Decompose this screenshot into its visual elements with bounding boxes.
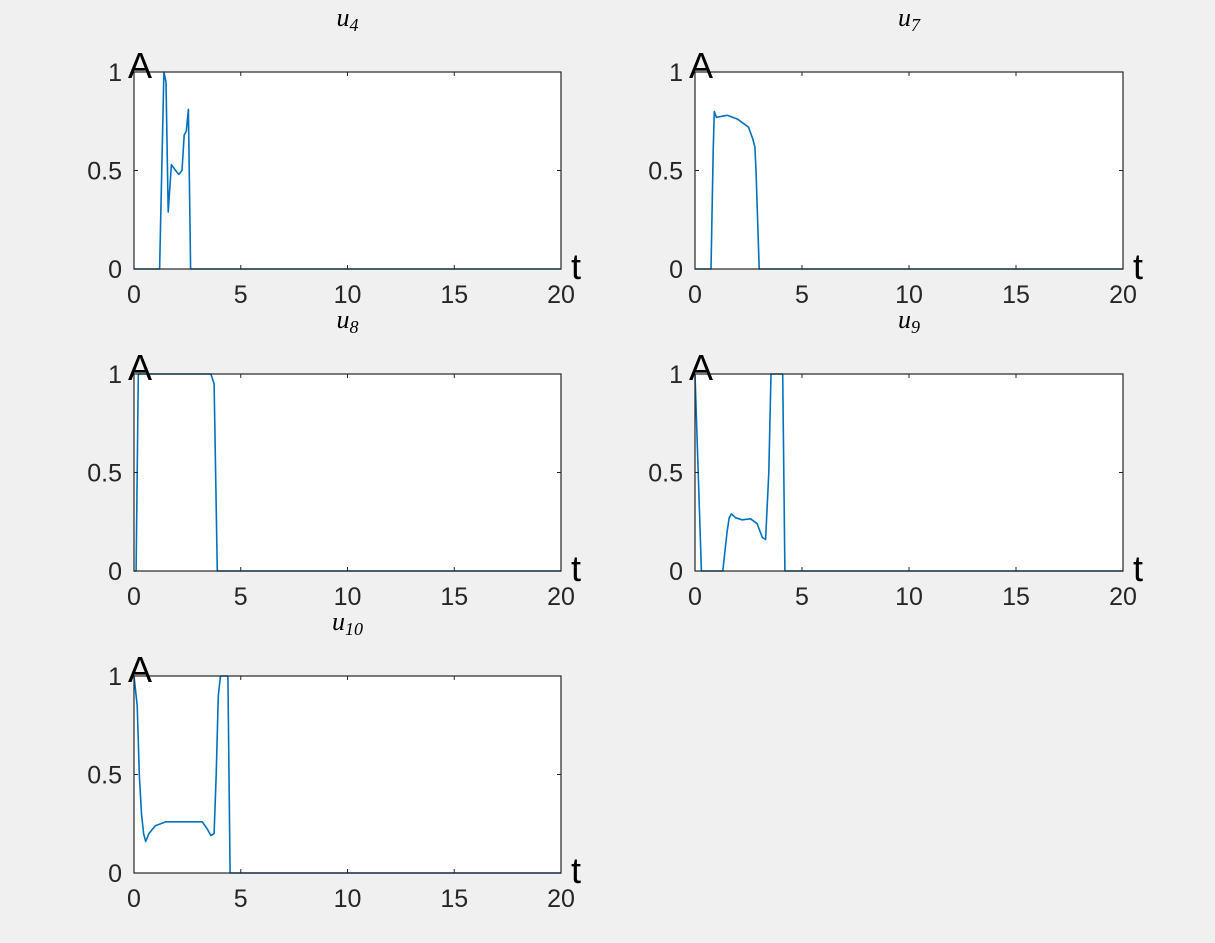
y-tick-label: 1: [108, 663, 122, 691]
y-tick-label: 0.5: [648, 460, 683, 488]
y-tick-label: 0.5: [87, 460, 122, 488]
y-tick-label: 0.5: [648, 158, 683, 186]
title-subscript: 10: [345, 619, 363, 639]
x-axis-label: t: [571, 850, 581, 891]
title-base: u: [898, 305, 911, 334]
x-tick-label: 15: [1002, 281, 1030, 309]
x-tick-label: 15: [440, 281, 468, 309]
x-tick-label: 20: [1109, 281, 1137, 309]
x-tick-label: 10: [334, 281, 362, 309]
x-tick-label: 10: [334, 583, 362, 611]
title-base: u: [337, 3, 350, 32]
subplot-u4: 0 5 10 15 20 0 0.5 1 At u4: [87, 3, 581, 309]
x-tick-label: 10: [895, 281, 923, 309]
plot-area: [695, 374, 1123, 571]
title-subscript: 9: [911, 317, 920, 337]
series-line: [695, 110, 1123, 270]
x-tick-label: 15: [1002, 583, 1030, 611]
subplot-u7: 0 5 10 15 20 0 0.5 1 At u7: [648, 3, 1143, 309]
subplot-title: u10: [332, 607, 363, 639]
y-tick-label: 1: [108, 361, 122, 389]
x-tick-label: 5: [234, 583, 248, 611]
y-axis-label: A: [689, 45, 713, 86]
x-axis-label: t: [1133, 548, 1143, 589]
subplot-title: u9: [898, 305, 920, 337]
y-tick-label: 1: [669, 59, 683, 87]
x-tick-label: 0: [127, 885, 141, 913]
x-tick-label: 15: [440, 583, 468, 611]
x-axis-label: t: [571, 548, 581, 589]
x-tick-label: 10: [895, 583, 923, 611]
y-tick-label: 0: [108, 256, 122, 284]
subplot-title: u4: [337, 3, 359, 35]
plot-area: [695, 72, 1123, 269]
title-base: u: [332, 607, 345, 636]
x-tick-label: 0: [688, 583, 702, 611]
plot-area: [134, 676, 561, 873]
y-axis-label: A: [128, 347, 152, 388]
y-tick-label: 0: [108, 860, 122, 888]
series-line: [133, 675, 561, 874]
title-base: u: [337, 305, 350, 334]
y-tick-label: 1: [108, 59, 122, 87]
subplot-title: u8: [337, 305, 359, 337]
title-subscript: 7: [911, 15, 921, 35]
x-tick-label: 5: [795, 583, 809, 611]
x-axis-label: t: [1133, 246, 1143, 287]
y-tick-label: 0: [108, 558, 122, 586]
x-tick-label: 20: [547, 583, 575, 611]
x-tick-label: 20: [547, 885, 575, 913]
series-line: [134, 71, 561, 270]
subplot-u9: 0 5 10 15 20 0 0.5 1 At u9: [648, 305, 1143, 611]
y-tick-label: 0: [669, 256, 683, 284]
x-tick-label: 0: [127, 583, 141, 611]
x-tick-label: 0: [127, 281, 141, 309]
y-axis-label: A: [128, 649, 152, 690]
x-tick-label: 5: [234, 281, 248, 309]
x-tick-label: 20: [1109, 583, 1137, 611]
y-tick-label: 0.5: [87, 762, 122, 790]
x-axis-label: t: [571, 246, 581, 287]
plot-area: [134, 374, 561, 571]
y-tick-label: 0: [669, 558, 683, 586]
y-axis-label: A: [689, 347, 713, 388]
y-tick-label: 0.5: [87, 158, 122, 186]
plot-area: [134, 72, 561, 269]
title-base: u: [898, 3, 911, 32]
y-tick-label: 1: [669, 361, 683, 389]
x-tick-label: 5: [795, 281, 809, 309]
title-subscript: 4: [350, 15, 359, 35]
x-tick-label: 20: [547, 281, 575, 309]
x-tick-label: 10: [334, 885, 362, 913]
x-tick-label: 5: [234, 885, 248, 913]
x-tick-label: 0: [688, 281, 702, 309]
y-axis-label: A: [128, 45, 152, 86]
subplot-title: u7: [898, 3, 921, 35]
x-tick-label: 15: [440, 885, 468, 913]
subplot-u8: 0 5 10 15 20 0 0.5 1 At u8: [87, 305, 581, 611]
title-subscript: 8: [350, 317, 359, 337]
